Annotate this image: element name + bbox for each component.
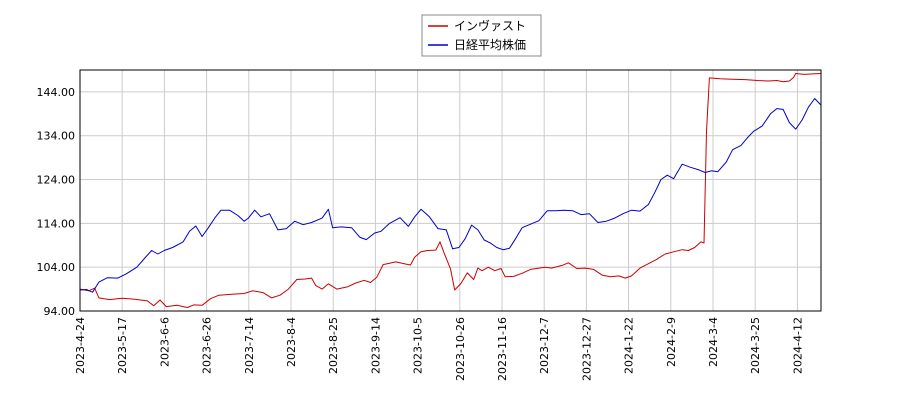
y-tick-label: 124.00 — [37, 174, 76, 187]
y-tick-label: 134.00 — [37, 130, 76, 143]
x-tick-label: 2023-12-27 — [580, 317, 593, 381]
series-line-0 — [79, 73, 822, 308]
legend-label-0: インヴァスト — [454, 18, 526, 33]
x-tick-label: 2023-6-26 — [201, 317, 214, 374]
y-tick-label: 104.00 — [37, 261, 76, 274]
x-tick-label: 2024-1-22 — [623, 317, 636, 374]
x-tick-label: 2023-11-16 — [496, 317, 509, 381]
series-layer — [79, 73, 822, 308]
series-line-1 — [79, 98, 822, 293]
x-tick-label: 2023-10-5 — [412, 317, 425, 374]
x-tick-label: 2024-2-9 — [665, 317, 678, 367]
plot-frame — [79, 69, 822, 312]
x-tick-label: 2023-7-14 — [243, 317, 256, 374]
legend: インヴァスト 日経平均株価 — [421, 14, 542, 57]
y-axis: 94.00 104.00 114.00 124.00 134.00 144.00 — [37, 86, 76, 318]
x-tick-label: 2023-12-7 — [538, 317, 551, 374]
x-tick-label: 2023-8-4 — [285, 317, 298, 367]
x-tick-label: 2023-8-25 — [327, 317, 340, 374]
x-tick-label: 2023-4-24 — [74, 317, 87, 374]
y-tick-label: 94.00 — [44, 305, 76, 318]
legend-box — [421, 14, 542, 57]
grid — [79, 70, 821, 312]
x-tick-label: 2023-5-17 — [116, 317, 129, 374]
y-tick-label: 144.00 — [37, 86, 76, 99]
x-tick-label: 2023-9-14 — [369, 317, 382, 374]
x-tick-label: 2023-10-26 — [454, 317, 467, 381]
x-axis: 2023-4-24 2023-5-17 2023-6-6 2023-6-26 2023-… — [74, 317, 804, 381]
x-tick-label: 2023-6-6 — [158, 317, 171, 367]
legend-label-1: 日経平均株価 — [454, 37, 526, 52]
x-tick-label: 2024-4-12 — [791, 317, 804, 374]
y-tick-label: 114.00 — [37, 217, 76, 230]
x-tick-label: 2024-3-25 — [749, 317, 762, 374]
x-tick-label: 2024-3-4 — [707, 317, 720, 367]
